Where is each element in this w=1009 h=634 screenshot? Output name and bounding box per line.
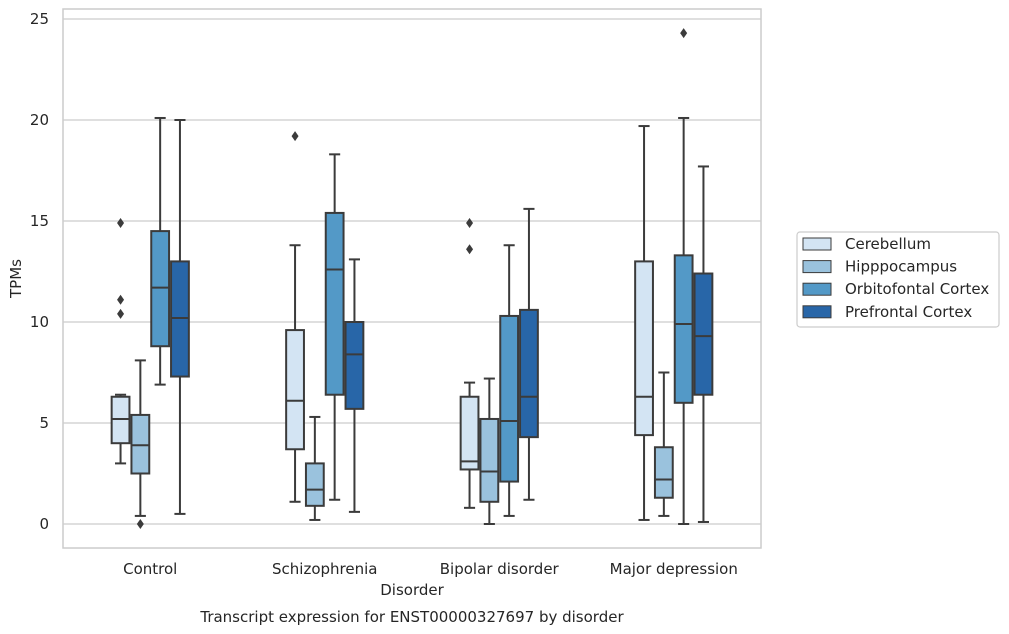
box-cerebellum (634, 125, 654, 521)
legend: Cerebellum Hipppocampus Orbitofontal Corte… (796, 231, 1000, 328)
outlier-point (680, 28, 688, 39)
box-cerebellum (459, 218, 480, 509)
y-tick-label: 10 (30, 313, 49, 331)
x-tick-label: Schizophrenia (272, 560, 377, 578)
y-tick-labels: 0 5 10 15 20 25 (30, 10, 49, 533)
y-axis-title: TPMs (7, 259, 25, 299)
outlier-point (117, 218, 125, 229)
box-hipppocampus (130, 359, 151, 529)
box-prefrontal-cortex (519, 207, 539, 501)
outlier-point (136, 519, 144, 529)
outlier-point (466, 244, 474, 255)
chart-caption: Transcript expression for ENST0000032769… (199, 608, 624, 626)
legend-entry: Hipppocampus (845, 258, 957, 276)
outlier-point (117, 308, 125, 319)
box-orbitofontal-cortex (324, 153, 345, 501)
outlier-point (466, 218, 474, 229)
y-tick-label: 25 (30, 10, 49, 28)
legend-swatch (802, 237, 832, 251)
outlier-point (117, 294, 125, 305)
legend-entry: Prefrontal Cortex (845, 303, 972, 321)
y-tick-label: 20 (30, 111, 49, 129)
box-hipppocampus (479, 377, 500, 525)
box-prefrontal-cortex (693, 165, 714, 523)
box-prefrontal-cortex (344, 258, 365, 513)
plot-marks (110, 28, 714, 529)
plot-frame (62, 8, 762, 549)
legend-entry: Orbitofontal Cortex (845, 280, 989, 298)
box-orbitofontal-cortex (673, 28, 694, 525)
legend-swatch (802, 260, 832, 274)
outlier-point (291, 131, 299, 142)
box-hipppocampus (653, 371, 674, 517)
x-tick-label: Control (123, 560, 177, 578)
box-prefrontal-cortex (170, 119, 190, 515)
x-tick-label: Bipolar disorder (440, 560, 560, 578)
y-tick-label: 15 (30, 212, 49, 230)
box-orbitofontal-cortex (499, 244, 520, 517)
box-cerebellum (110, 218, 131, 465)
x-tick-label: Major depression (610, 560, 738, 578)
box-orbitofontal-cortex (150, 116, 171, 386)
legend-swatch (802, 305, 832, 319)
x-tick-labels: Control Schizophrenia Bipolar disorder Majo… (123, 560, 738, 578)
legend-swatch (802, 282, 832, 296)
x-axis-title: Disorder (380, 581, 444, 599)
box-hipppocampus (304, 415, 325, 521)
legend-entry: Cerebellum (845, 235, 931, 253)
box-cerebellum (285, 131, 305, 503)
y-tick-label: 5 (39, 414, 49, 432)
y-tick-label: 0 (39, 515, 49, 533)
